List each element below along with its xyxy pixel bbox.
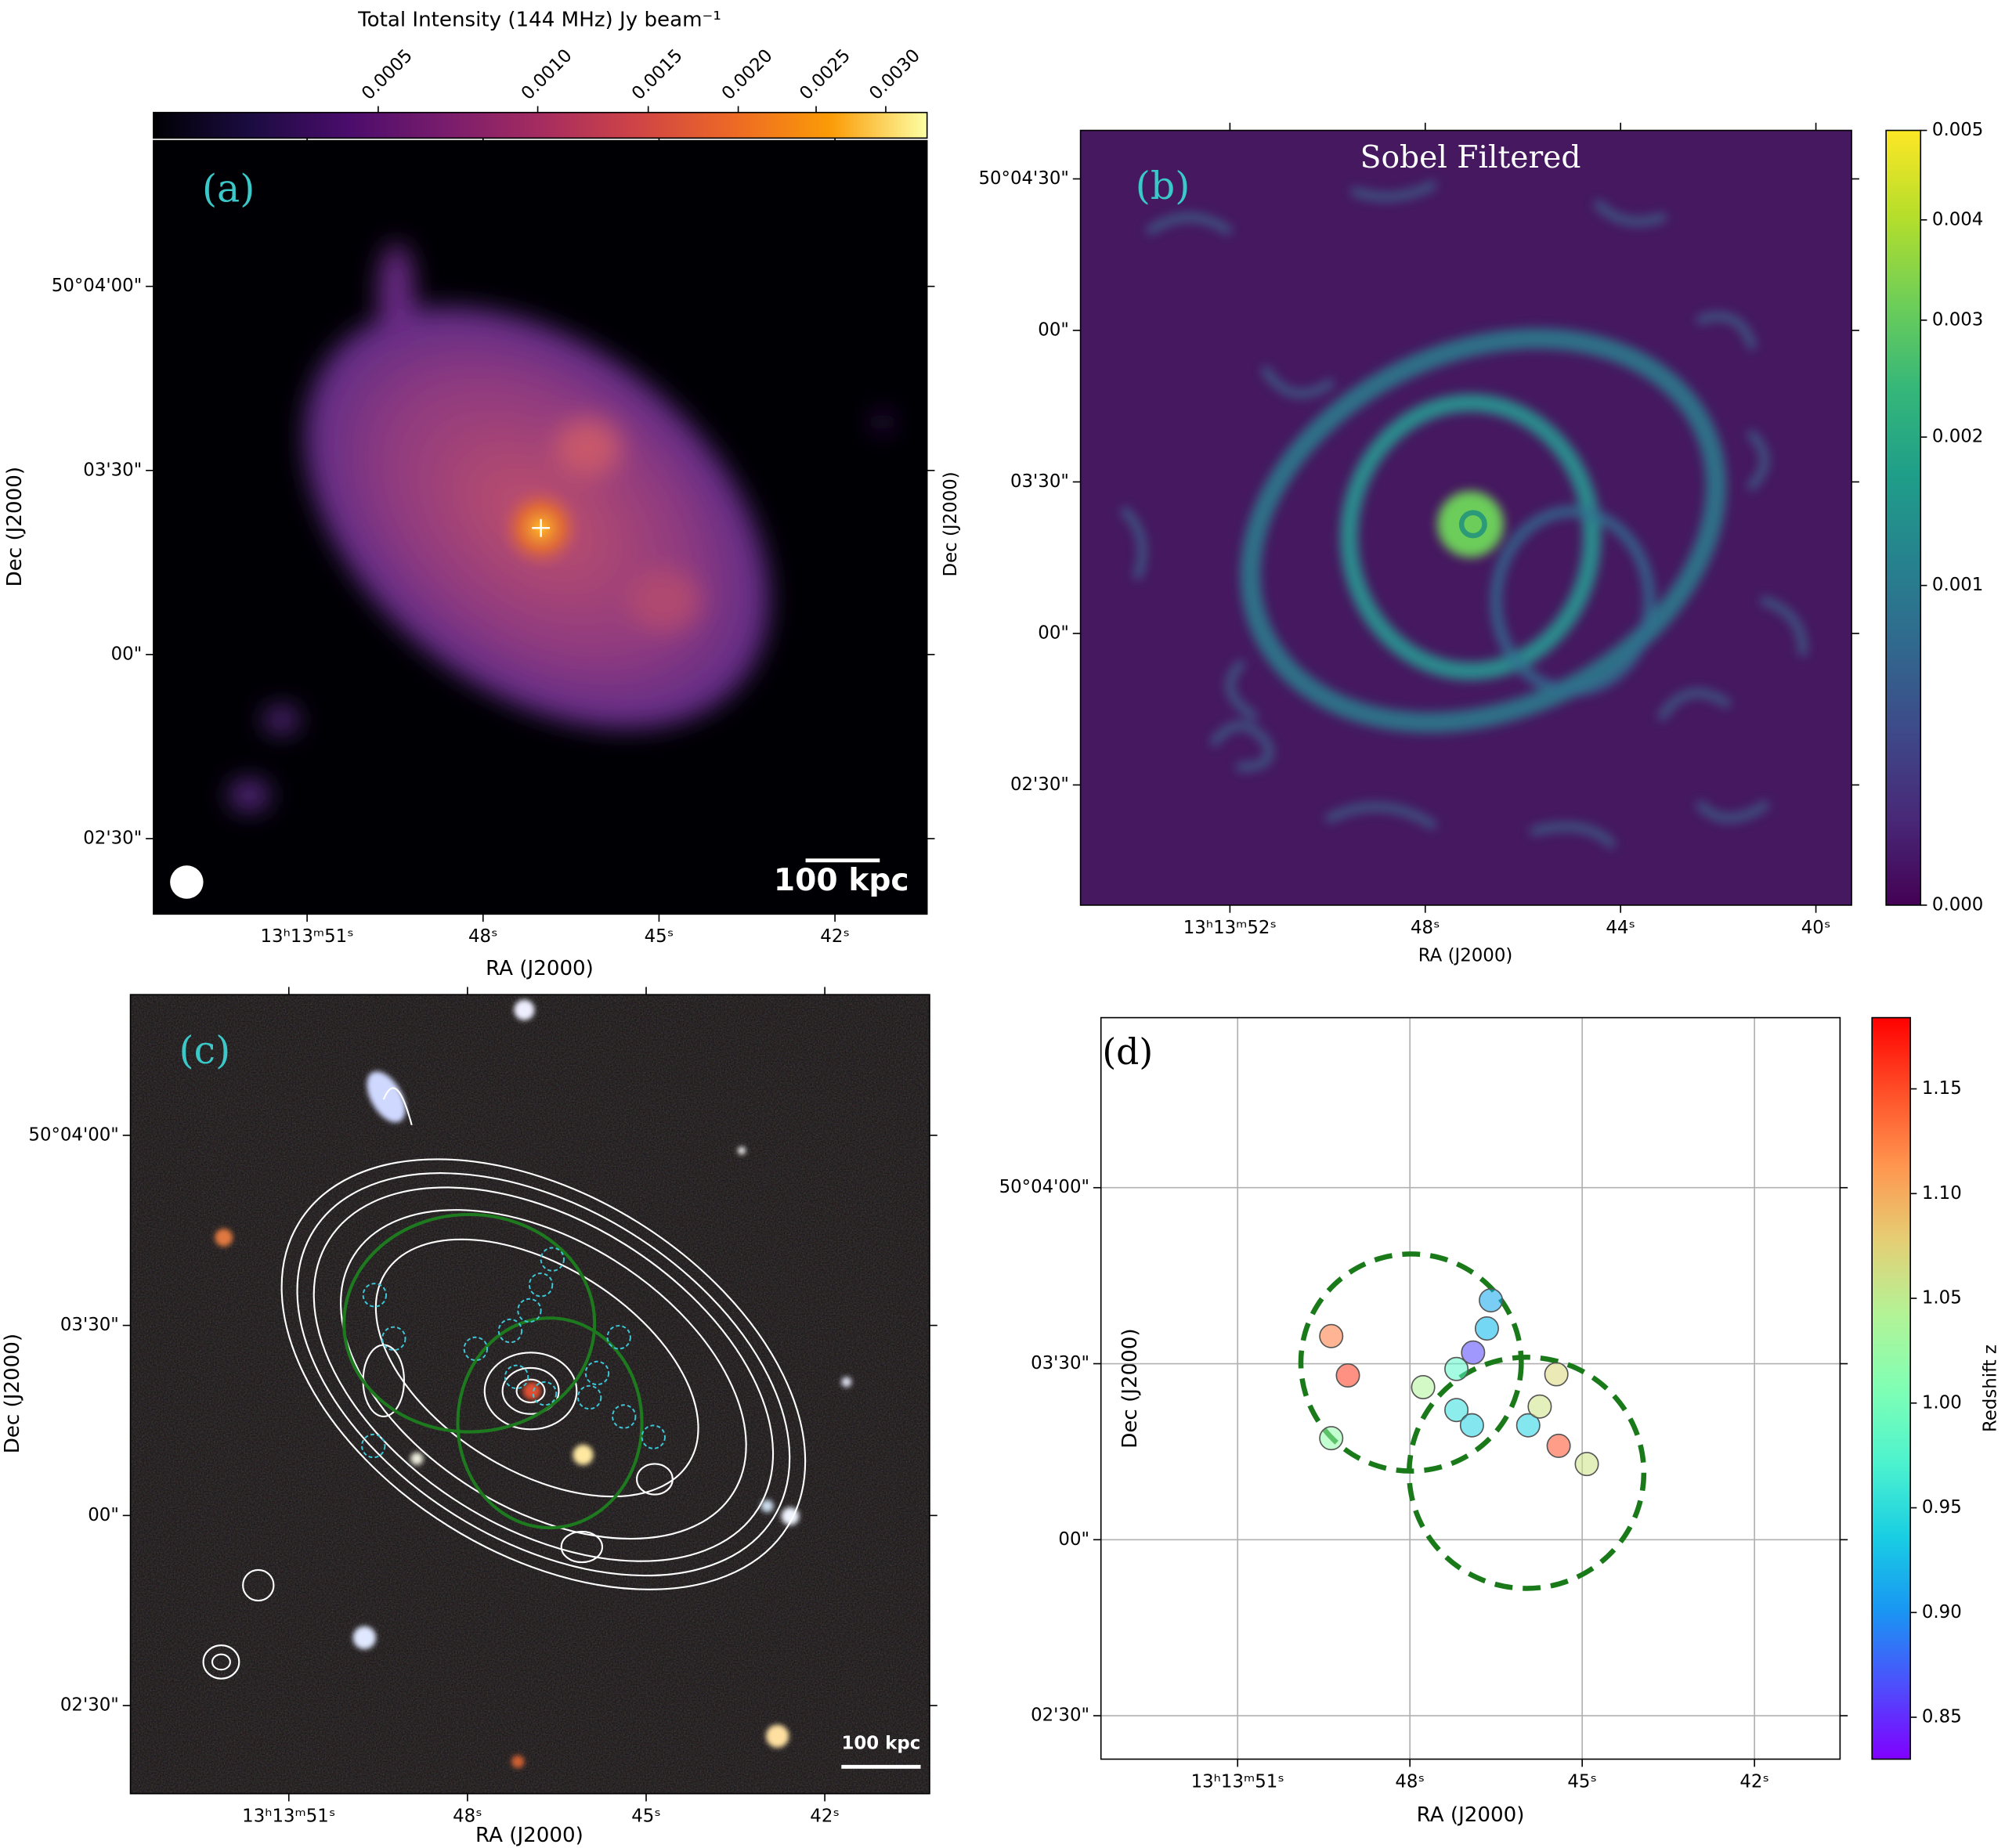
y-tick-label: 02'30" [60,1695,119,1716]
panel-label: (a) [202,166,255,211]
galaxy-point [1515,1413,1541,1438]
colorbar-tick-label: 0.0015 [628,45,687,104]
colorbar-tick-label: 0.90 [1922,1602,1962,1622]
y-tick-label: 02'30" [1031,1705,1089,1726]
x-tick-label: 44ˢ [1606,918,1635,938]
y-tick-label: 50°04'30" [978,168,1068,189]
y-tick-label: 00" [111,644,143,664]
colorbar-tick-label: 0.85 [1922,1707,1962,1727]
x-tick-label: 13ʰ13ᵐ52ˢ [1183,918,1277,938]
y-axis-label: Dec (J2000) [941,471,961,576]
x-tick-label: 42ˢ [820,926,850,947]
y-axis-label: Dec (J2000) [1118,1328,1142,1448]
axes-frame [1100,1016,1841,1760]
y-tick-label: 02'30" [1010,774,1069,795]
optical-image [130,994,930,1794]
radio-image [153,140,927,915]
y-axis-label: Dec (J2000) [3,467,27,587]
colorbar-tick-label: 0.0005 [358,45,417,104]
x-tick-label: 48ˢ [1411,918,1440,938]
x-tick-label: 13ʰ13ᵐ51ˢ [261,926,354,947]
y-tick-label: 00" [88,1505,119,1525]
sobel-image [1080,130,1852,905]
colorbar-tick-label: 0.005 [1932,120,1983,140]
colorbar [153,111,928,139]
x-tick-label: 45ˢ [645,926,674,947]
y-tick-label: 50°04'00" [52,276,142,296]
colorbar-tick-label: 0.0010 [518,45,576,104]
colorbar-tick-label: 0.004 [1932,209,1983,229]
y-axis-label: Dec (J2000) [1,1334,24,1453]
axes-frame [129,994,930,1795]
x-axis-label: RA (J2000) [486,957,594,980]
axes-frame [1079,129,1852,906]
axes-background [1100,1017,1841,1760]
y-tick-label: 03'30" [60,1315,119,1335]
y-tick-label: 03'30" [1031,1353,1089,1373]
colorbar-tick-label: 0.0030 [865,45,924,104]
panel-label: (c) [179,1028,231,1073]
colorbar-tick-label: 0.001 [1932,575,1983,595]
x-tick-label: 42ˢ [810,1806,840,1826]
panel-label: (d) [1102,1031,1153,1073]
x-tick-label: 48ˢ [468,926,498,947]
galaxy-point [1319,1426,1344,1451]
scale-bar-label: 100 kpc [842,1733,921,1753]
galaxy-point [1411,1374,1436,1399]
y-tick-label: 03'30" [1010,471,1069,492]
colorbar-tick-label: 0.0025 [796,45,854,104]
colorbar-tick-label: 1.10 [1922,1183,1962,1204]
galaxy-point [1459,1413,1484,1438]
y-tick-label: 03'30" [83,460,142,480]
y-tick-label: 02'30" [83,828,142,848]
axes-frame [153,139,928,915]
colorbar-tick-label: 0.000 [1932,894,1983,915]
colorbar-tick-label: 1.00 [1922,1392,1962,1413]
x-axis-label: RA (J2000) [475,1824,583,1847]
x-tick-label: 45ˢ [1567,1771,1597,1792]
x-tick-label: 48ˢ [1395,1771,1425,1792]
y-tick-label: 00" [1038,319,1069,340]
x-tick-label: 45ˢ [631,1806,661,1826]
galaxy-point [1461,1340,1486,1365]
x-tick-label: 13ʰ13ᵐ51ˢ [242,1806,335,1826]
colorbar-tick-label: 0.002 [1932,427,1983,447]
colorbar-tick-label: 1.05 [1922,1288,1962,1308]
x-tick-label: 42ˢ [1739,1771,1769,1792]
galaxy-point [1444,1356,1469,1381]
x-axis-label: RA (J2000) [1417,1803,1525,1827]
colorbar-label: Redshift z [1981,1344,2001,1432]
x-tick-label: 13ʰ13ᵐ51ˢ [1191,1771,1284,1792]
colorbar [1871,1016,1911,1760]
x-tick-label: 40ˢ [1801,918,1831,938]
colorbar-tick-label: 1.15 [1922,1078,1962,1099]
colorbar-tick-label: 0.0020 [718,45,777,104]
panel-label: (b) [1136,164,1190,208]
y-tick-label: 50°04'00" [999,1177,1089,1197]
colorbar-label: Total Intensity (144 MHz) Jy beam⁻¹ [357,9,721,32]
galaxy-point [1335,1363,1360,1388]
colorbar-tick-label: 0.003 [1932,309,1983,330]
galaxy-point [1319,1323,1344,1348]
y-tick-label: 00" [1038,623,1069,643]
galaxy-point [1527,1394,1552,1419]
colorbar [1885,129,1922,906]
scale-bar-label: 100 kpc [774,863,909,898]
colorbar-tick-label: 0.95 [1922,1497,1962,1518]
galaxy-point [1474,1316,1499,1341]
galaxy-point [1546,1433,1571,1458]
search-circle [1406,1355,1647,1591]
galaxy-point [1574,1452,1599,1477]
y-tick-label: 00" [1058,1529,1089,1550]
x-tick-label: 48ˢ [453,1806,482,1826]
galaxy-point [1444,1398,1469,1423]
y-tick-label: 50°04'00" [28,1124,118,1145]
galaxy-point [1544,1362,1569,1387]
panel-title: Sobel Filtered [1360,140,1581,175]
x-axis-label: RA (J2000) [1418,946,1513,966]
galaxy-point [1479,1288,1504,1313]
